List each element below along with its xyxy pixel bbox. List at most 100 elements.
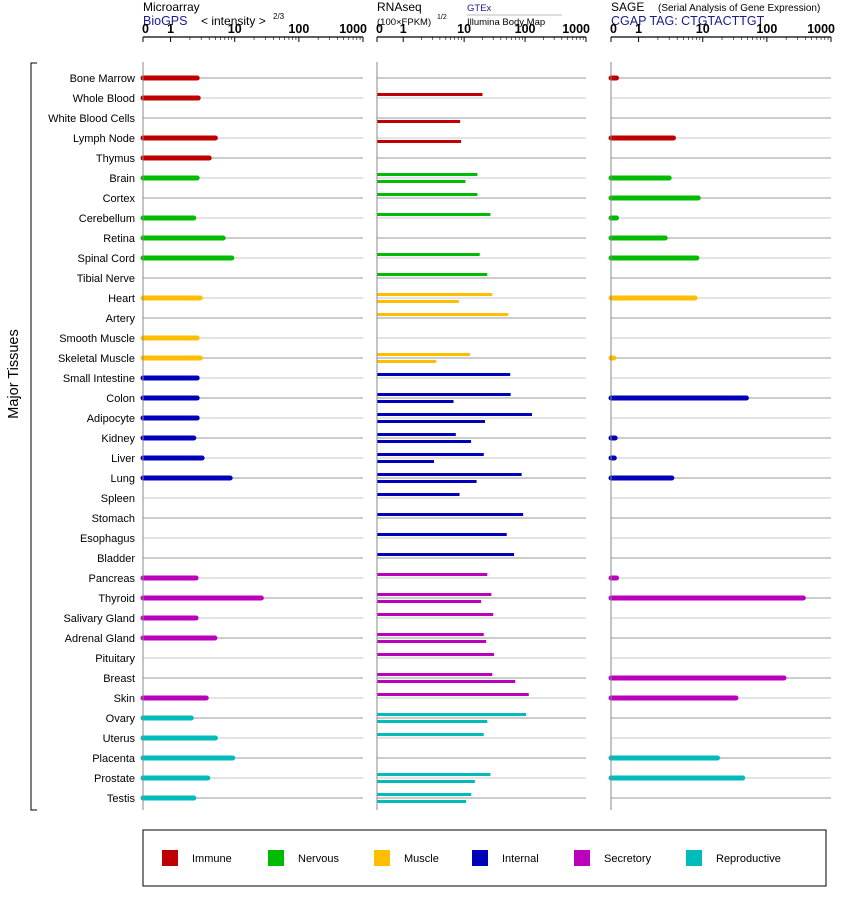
immune-legend-label: Immune: [192, 853, 232, 865]
microarray-exponent: 2/3: [273, 12, 285, 21]
tissue-bracket: [30, 62, 37, 811]
gtex-bar: [377, 393, 511, 396]
ibm-bar: [377, 420, 485, 423]
tissue-label: Cerebellum: [79, 213, 135, 225]
sage-tag: CGAP TAG: CTGTACTTGT: [611, 14, 765, 28]
sage-tick-label: 0: [610, 22, 617, 36]
secretory-legend-label: Secretory: [604, 853, 652, 865]
reproductive-legend-label: Reproductive: [716, 853, 781, 865]
sage-tick-label: 10: [696, 22, 710, 36]
gtex-bar: [377, 713, 527, 716]
tissue-label: Artery: [106, 313, 136, 325]
gtex-bar: [377, 773, 491, 776]
gtex-bar: [377, 533, 507, 536]
gtex-bar: [377, 313, 509, 316]
gtex-bar: [377, 293, 493, 296]
ibm-bar: [377, 180, 466, 183]
muscle-legend-label: Muscle: [404, 853, 439, 865]
gtex-bar: [377, 173, 478, 176]
gtex-bar: [377, 513, 524, 516]
tissue-label: Kidney: [101, 433, 135, 445]
tissue-label: Uterus: [103, 733, 136, 745]
tissue-label: Pancreas: [89, 573, 136, 585]
gtex-bar: [377, 733, 484, 736]
microarray-tick-label: 10: [228, 22, 242, 36]
gtex-bar: [377, 93, 483, 96]
tissue-label: Placenta: [92, 753, 136, 765]
gtex-bar: [377, 693, 529, 696]
rnaseq-tick-label: 0: [376, 22, 383, 36]
tissue-label: Spinal Cord: [78, 253, 135, 265]
grid-layer: [143, 77, 831, 799]
tissue-label: Spleen: [101, 493, 135, 505]
rnaseq-metric: (100×FPKM): [377, 17, 431, 28]
gtex-bar: [377, 653, 495, 656]
gtex-bar: [377, 793, 472, 796]
legend: Immune Nervous Muscle Internal Secretory Repr…: [162, 850, 781, 866]
gtex-bar: [377, 673, 493, 676]
gtex-bar: [377, 573, 488, 576]
tissue-label: Thyroid: [98, 593, 135, 605]
tissue-label: Brain: [109, 173, 135, 185]
secretory-legend-swatch: [574, 850, 590, 866]
gtex-bar: [377, 493, 460, 496]
microarray-tick-label: 0: [142, 22, 149, 36]
tissue-label: Retina: [103, 233, 136, 245]
axes-layer: 0 1 10 100 1000 0 1 10 100 1000 0 1 10 100 1000: [142, 22, 835, 810]
ibm-bar: [377, 640, 487, 643]
tissue-label: Ovary: [106, 713, 136, 725]
tissue-label: Tibial Nerve: [77, 273, 135, 285]
ibm-bar: [377, 780, 475, 783]
tissue-label: Thymus: [96, 153, 136, 165]
tissue-label: Cortex: [103, 193, 136, 205]
tissue-label: Whole Blood: [73, 93, 135, 105]
gtex-bar: [377, 473, 522, 476]
sage-tick-label: 1000: [807, 22, 835, 36]
tissue-label: Testis: [107, 793, 136, 805]
gtex-label: GTEx: [467, 3, 492, 14]
tissue-label: Adrenal Gland: [65, 633, 135, 645]
tissue-label: Prostate: [94, 773, 135, 785]
gtex-bar: [377, 213, 491, 216]
gtex-bar: [377, 553, 515, 556]
nervous-legend-swatch: [268, 850, 284, 866]
ibm-bar: [377, 600, 482, 603]
tissue-label: Liver: [111, 453, 135, 465]
tissue-label: Salivary Gland: [63, 613, 135, 625]
ibm-bar: [377, 440, 472, 443]
internal-legend-label: Internal: [502, 853, 539, 865]
microarray-tick-label: 1000: [339, 22, 367, 36]
tissue-label: Pituitary: [95, 653, 135, 665]
gtex-bar: [377, 413, 533, 416]
tissue-label: Smooth Muscle: [59, 333, 135, 345]
rnaseq-tick-label: 100: [515, 22, 536, 36]
microarray-metric: < intensity >: [201, 14, 266, 28]
immune-legend-swatch: [162, 850, 178, 866]
ibm-bar: [377, 120, 461, 123]
ibm-bar: [377, 140, 462, 143]
ibm-bar: [377, 400, 454, 403]
tissue-label: Breast: [103, 673, 135, 685]
sage-title: SAGE: [611, 0, 644, 14]
tissue-label: Lymph Node: [73, 133, 135, 145]
tissue-label: Stomach: [92, 513, 135, 525]
gtex-bar: [377, 613, 494, 616]
muscle-legend-swatch: [374, 850, 390, 866]
ibm-bar: [377, 460, 434, 463]
gtex-bar: [377, 193, 478, 196]
rnaseq-tick-label: 1000: [562, 22, 590, 36]
ibm-bar: [377, 680, 516, 683]
tissue-label: Heart: [108, 293, 135, 305]
tissue-label: Skeletal Muscle: [58, 353, 135, 365]
rnaseq-tick-label: 10: [457, 22, 471, 36]
gtex-bar: [377, 593, 492, 596]
internal-legend-swatch: [472, 850, 488, 866]
sage-tick-label: 1: [635, 22, 642, 36]
tissue-label: Small Intestine: [63, 373, 135, 385]
ibm-bar: [377, 300, 459, 303]
tissue-label: Esophagus: [80, 533, 136, 545]
rnaseq-exponent: 1/2: [437, 14, 447, 21]
tissue-label: Adipocyte: [87, 413, 135, 425]
tissue-label: Colon: [106, 393, 135, 405]
